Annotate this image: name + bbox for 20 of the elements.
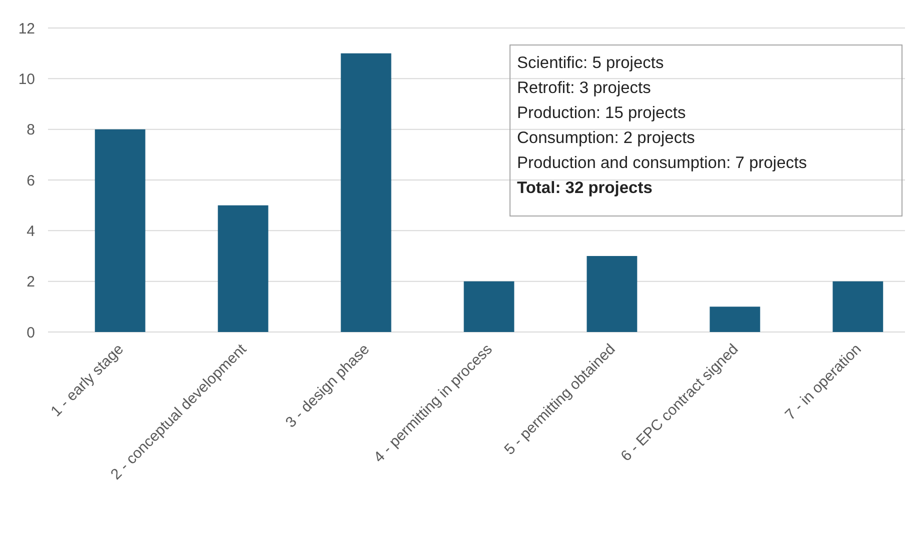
bar	[340, 53, 392, 332]
y-tick-label: 10	[18, 70, 35, 88]
bar	[94, 129, 146, 332]
annotation: Production: 15 projects	[517, 104, 686, 122]
y-tick-label: 2	[26, 274, 35, 291]
annotation: Retrofit: 3 projects	[517, 79, 651, 97]
bar	[464, 281, 514, 332]
bar	[586, 256, 638, 332]
y-tick-label: 6	[26, 172, 35, 190]
y-tick-label: 8	[26, 122, 35, 139]
y-tick-label: 12	[18, 20, 35, 38]
annotation: Consumption: 2 projects	[517, 129, 695, 147]
annotation: Scientific: 5 projects	[517, 54, 664, 72]
annotation: Total: 32 projects	[517, 179, 652, 197]
y-tick-label: 0	[26, 324, 35, 342]
bar	[710, 306, 760, 332]
y-tick-label: 4	[26, 222, 35, 240]
annotation: Production and consumption: 7 projects	[517, 154, 807, 172]
bar	[218, 205, 268, 332]
bar	[832, 281, 884, 332]
